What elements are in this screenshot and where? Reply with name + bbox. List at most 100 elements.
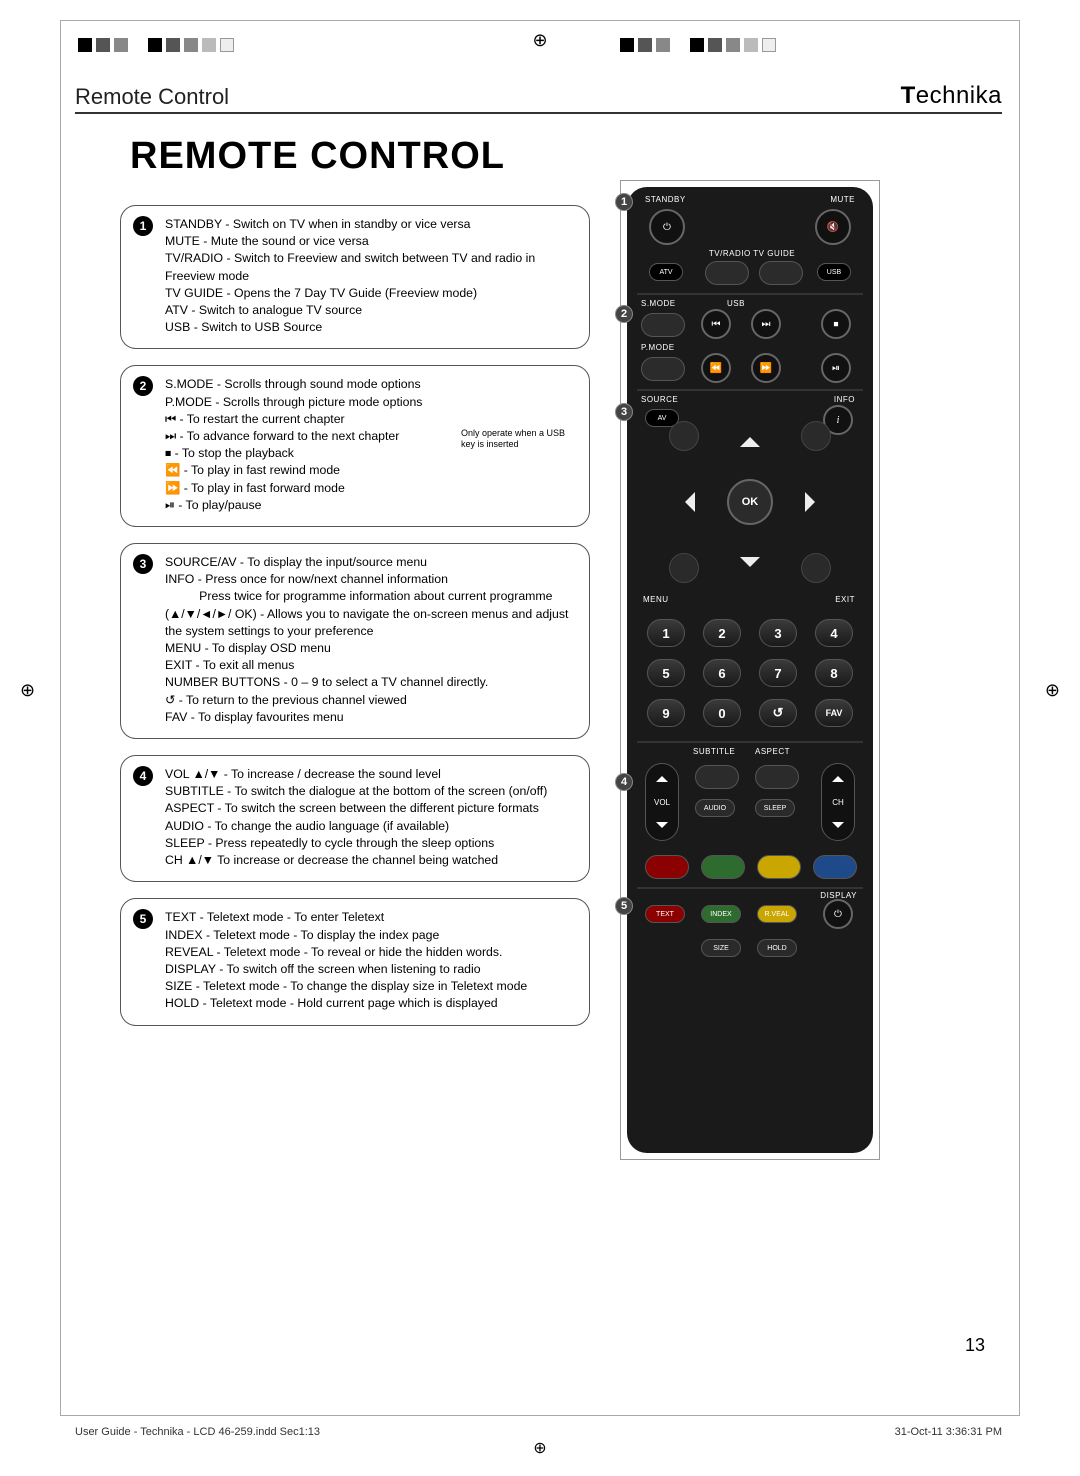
atv-button[interactable]: ATV xyxy=(649,263,683,281)
tvguide-button[interactable] xyxy=(759,261,803,285)
remote-body: 1 2 3 4 5 STANDBY MUTE ⏻ 🔇 TV/RADIO TV G… xyxy=(627,187,873,1153)
nav-corner-button[interactable] xyxy=(669,553,699,583)
section-4-line: AUDIO - To change the audio language (if… xyxy=(165,818,571,835)
section-3-line: MENU - To display OSD menu xyxy=(165,640,571,657)
sleep-button[interactable]: SLEEP xyxy=(755,799,795,817)
subtitle-button[interactable] xyxy=(695,765,739,789)
exit-label: EXIT xyxy=(835,595,855,604)
section-3-line: NUMBER BUTTONS - 0 – 9 to select a TV ch… xyxy=(165,674,571,691)
num-2-button[interactable]: 2 xyxy=(703,619,741,647)
mute-button[interactable]: 🔇 xyxy=(815,209,851,245)
smode-button[interactable] xyxy=(641,313,685,337)
playpause-button[interactable]: ⏯ xyxy=(821,353,851,383)
index-button[interactable]: INDEX xyxy=(701,905,741,923)
forward-button[interactable]: ⏩ xyxy=(751,353,781,383)
section-5-line: TEXT - Teletext mode - To enter Teletext xyxy=(165,909,571,926)
nav-left-button[interactable] xyxy=(675,492,695,512)
size-button[interactable]: SIZE xyxy=(701,939,741,957)
section-2-note: Only operate when a USB key is inserted xyxy=(461,428,571,450)
pmode-button[interactable] xyxy=(641,357,685,381)
rewind-button[interactable]: ⏪ xyxy=(701,353,731,383)
section-3: 3 SOURCE/AV - To display the input/sourc… xyxy=(120,543,590,739)
num-5-button[interactable]: 5 xyxy=(647,659,685,687)
callout-1: 1 xyxy=(133,216,153,236)
next-chapter-button[interactable]: ⏭ xyxy=(751,309,781,339)
footer-filename: User Guide - Technika - LCD 46-259.indd … xyxy=(75,1426,320,1438)
section-5-line: SIZE - Teletext mode - To change the dis… xyxy=(165,978,571,995)
section-2: 2 Only operate when a USB key is inserte… xyxy=(120,365,590,527)
fav-button[interactable]: FAV xyxy=(815,699,853,727)
registration-top-icon: ⊕ xyxy=(532,30,547,51)
stop-button[interactable]: ⏹ xyxy=(821,309,851,339)
return-button[interactable]: ↺ xyxy=(759,699,797,727)
ch-rocker[interactable]: CH xyxy=(821,763,855,841)
section-3-line: INFO - Press once for now/next channel i… xyxy=(165,571,571,588)
yellow-button[interactable] xyxy=(757,855,801,879)
registration-right-icon: ⊕ xyxy=(1045,680,1060,701)
callout-5: 5 xyxy=(133,909,153,929)
section-5-line: HOLD - Teletext mode - Hold current page… xyxy=(165,995,571,1012)
remote-callout-5: 5 xyxy=(615,897,633,915)
audio-button[interactable]: AUDIO xyxy=(695,799,735,817)
num-0-button[interactable]: 0 xyxy=(703,699,741,727)
section-1-line: TV/RADIO - Switch to Freeview and switch… xyxy=(165,250,571,284)
num-9-button[interactable]: 9 xyxy=(647,699,685,727)
section-4-line: VOL ▲/▼ - To increase / decrease the sou… xyxy=(165,766,571,783)
smode-label: S.MODE xyxy=(641,299,676,308)
section-4-line: SUBTITLE - To switch the dialogue at the… xyxy=(165,783,571,800)
section-2-line: P.MODE - Scrolls through picture mode op… xyxy=(165,394,571,411)
remote-callout-1: 1 xyxy=(615,193,633,211)
text-button[interactable]: TEXT xyxy=(645,905,685,923)
section-2-line: ⏩ - To play in fast forward mode xyxy=(165,480,571,497)
nav-corner-button[interactable] xyxy=(801,553,831,583)
section-1-line: ATV - Switch to analogue TV source xyxy=(165,302,571,319)
page-number: 13 xyxy=(965,1335,985,1356)
tvradio-button[interactable] xyxy=(705,261,749,285)
hold-button[interactable]: HOLD xyxy=(757,939,797,957)
aspect-label: ASPECT xyxy=(755,747,790,756)
nav-corner-button[interactable] xyxy=(801,421,831,451)
callout-3: 3 xyxy=(133,554,153,574)
num-3-button[interactable]: 3 xyxy=(759,619,797,647)
vol-rocker[interactable]: VOL xyxy=(645,763,679,841)
usb-button[interactable]: USB xyxy=(817,263,851,281)
page-header: Remote Control Technika xyxy=(75,78,1002,114)
mute-label: MUTE xyxy=(830,195,855,204)
nav-corner-button[interactable] xyxy=(669,421,699,451)
nav-down-button[interactable] xyxy=(740,557,760,577)
blue-button[interactable] xyxy=(813,855,857,879)
num-4-button[interactable]: 4 xyxy=(815,619,853,647)
section-4: 4 VOL ▲/▼ - To increase / decrease the s… xyxy=(120,755,590,882)
registration-left-icon: ⊕ xyxy=(20,680,35,701)
standby-button[interactable]: ⏻ xyxy=(649,209,685,245)
prev-chapter-button[interactable]: ⏮ xyxy=(701,309,731,339)
section-3-line: SOURCE/AV - To display the input/source … xyxy=(165,554,571,571)
section-5-line: DISPLAY - To switch off the screen when … xyxy=(165,961,571,978)
ok-button[interactable]: OK xyxy=(727,479,773,525)
section-3-line: EXIT - To exit all menus xyxy=(165,657,571,674)
display-button[interactable]: ⏻ xyxy=(823,899,853,929)
num-1-button[interactable]: 1 xyxy=(647,619,685,647)
section-3-line: FAV - To display favourites menu xyxy=(165,709,571,726)
red-button[interactable] xyxy=(645,855,689,879)
num-7-button[interactable]: 7 xyxy=(759,659,797,687)
nav-up-button[interactable] xyxy=(740,427,760,447)
nav-right-button[interactable] xyxy=(805,492,825,512)
footer-timestamp: 31-Oct-11 3:36:31 PM xyxy=(895,1426,1002,1438)
aspect-button[interactable] xyxy=(755,765,799,789)
section-2-line: ⏮ - To restart the current chapter xyxy=(165,411,571,428)
reveal-button[interactable]: R.VEAL xyxy=(757,905,797,923)
num-6-button[interactable]: 6 xyxy=(703,659,741,687)
remote-frame: 1 2 3 4 5 STANDBY MUTE ⏻ 🔇 TV/RADIO TV G… xyxy=(620,180,880,1160)
callout-2: 2 xyxy=(133,376,153,396)
num-8-button[interactable]: 8 xyxy=(815,659,853,687)
section-1-line: MUTE - Mute the sound or vice versa xyxy=(165,233,571,250)
section-4-line: ASPECT - To switch the screen between th… xyxy=(165,800,571,817)
nav-pad: OK xyxy=(665,417,835,587)
section-4-line: CH ▲/▼ To increase or decrease the chann… xyxy=(165,852,571,869)
tvradio-label: TV/RADIO TV GUIDE xyxy=(697,249,807,258)
green-button[interactable] xyxy=(701,855,745,879)
section-5-line: INDEX - Teletext mode - To display the i… xyxy=(165,927,571,944)
usb2-label: USB xyxy=(727,299,745,308)
standby-label: STANDBY xyxy=(645,195,686,204)
